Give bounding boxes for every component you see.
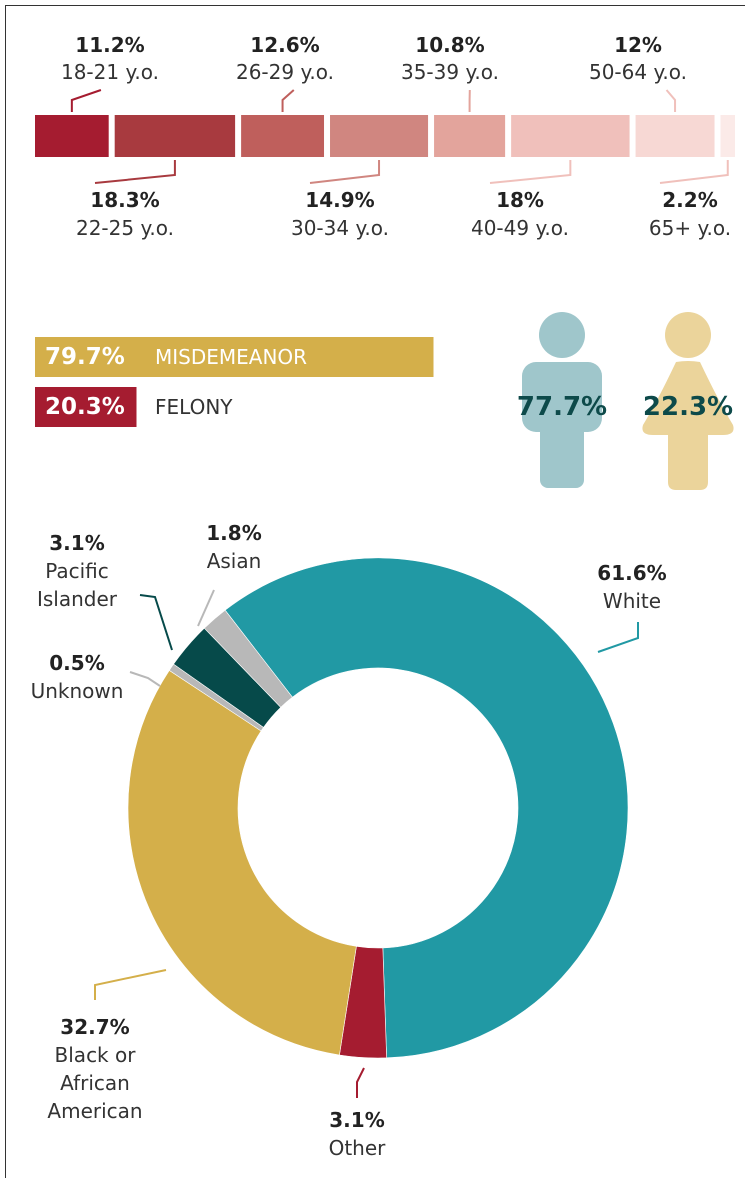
- age-value-label: 12.6%: [250, 33, 320, 57]
- age-category-label: 35-39 y.o.: [400, 60, 500, 84]
- leader-line: [356, 1067, 365, 1098]
- icon-part: [540, 420, 584, 488]
- donut-segment: [203, 609, 293, 708]
- age-category-label: 30-34 y.o.: [290, 216, 390, 240]
- male-icon: [522, 312, 602, 488]
- leader-line: [281, 89, 295, 112]
- race-value-label: 32.7%: [60, 1015, 130, 1039]
- leader-line: [309, 160, 381, 184]
- age-value-label: 12%: [614, 33, 662, 57]
- offense-value-label: 79.7%: [45, 344, 125, 370]
- age-bar-segment: [635, 115, 715, 157]
- age-bar-segment: [511, 115, 630, 157]
- leader-line: [659, 160, 729, 184]
- leader-line: [597, 622, 639, 653]
- leader-line: [94, 160, 176, 184]
- female-icon: [642, 312, 734, 490]
- race-value-label: 3.1%: [49, 531, 105, 555]
- donut-segment: [224, 557, 629, 1059]
- race-category-label: Asian: [206, 549, 262, 573]
- age-value-label: 14.9%: [305, 188, 375, 212]
- age-category-label: 26-29 y.o.: [235, 60, 335, 84]
- leader-line: [197, 589, 215, 627]
- offense-category-label: FELONY: [155, 395, 233, 419]
- age-bar-segment: [114, 115, 236, 157]
- frame: [5, 5, 745, 1178]
- leader-line: [129, 671, 161, 687]
- gender-value-label: 22.3%: [642, 392, 734, 422]
- icon-part: [642, 361, 734, 490]
- age-category-label: 22-25 y.o.: [75, 216, 175, 240]
- leader-line: [139, 594, 173, 651]
- offense-value-label: 20.3%: [45, 394, 125, 420]
- leader-line: [94, 969, 167, 1000]
- leader-line: [489, 160, 572, 184]
- age-value-label: 18.3%: [90, 188, 160, 212]
- icon-part: [665, 312, 711, 358]
- race-category-label: White: [602, 589, 662, 613]
- race-value-label: 61.6%: [597, 561, 667, 585]
- race-value-label: 3.1%: [329, 1108, 385, 1132]
- race-category-label: Black or African American: [47, 1043, 143, 1123]
- age-category-label: 40-49 y.o.: [470, 216, 570, 240]
- age-value-label: 18%: [496, 188, 544, 212]
- age-bar-segment: [35, 115, 109, 157]
- age-category-label: 50-64 y.o.: [588, 60, 688, 84]
- offense-bar: [35, 387, 137, 427]
- offense-bar: [35, 337, 434, 377]
- age-category-label: 65+ y.o.: [648, 216, 732, 240]
- age-bar-segment: [330, 115, 429, 157]
- leader-line: [665, 89, 677, 112]
- offense-category-label: MISDEMEANOR: [155, 345, 308, 369]
- age-category-label: 18-21 y.o.: [60, 60, 160, 84]
- donut-segment: [127, 670, 357, 1056]
- age-value-label: 10.8%: [415, 33, 485, 57]
- age-bar-segment: [434, 115, 506, 157]
- race-value-label: 0.5%: [49, 651, 105, 675]
- age-value-label: 2.2%: [662, 188, 718, 212]
- age-bar-segment: [720, 115, 735, 157]
- race-category-label: Other: [328, 1136, 386, 1160]
- icon-part: [522, 362, 602, 432]
- race-category-label: Pacific Islander: [36, 559, 118, 611]
- race-category-label: Unknown: [30, 679, 124, 703]
- leader-line: [70, 89, 102, 112]
- gender-value-label: 77.7%: [516, 392, 608, 422]
- age-value-label: 11.2%: [75, 33, 145, 57]
- icon-part: [539, 312, 585, 358]
- age-bar-segment: [241, 115, 325, 157]
- race-value-label: 1.8%: [206, 521, 262, 545]
